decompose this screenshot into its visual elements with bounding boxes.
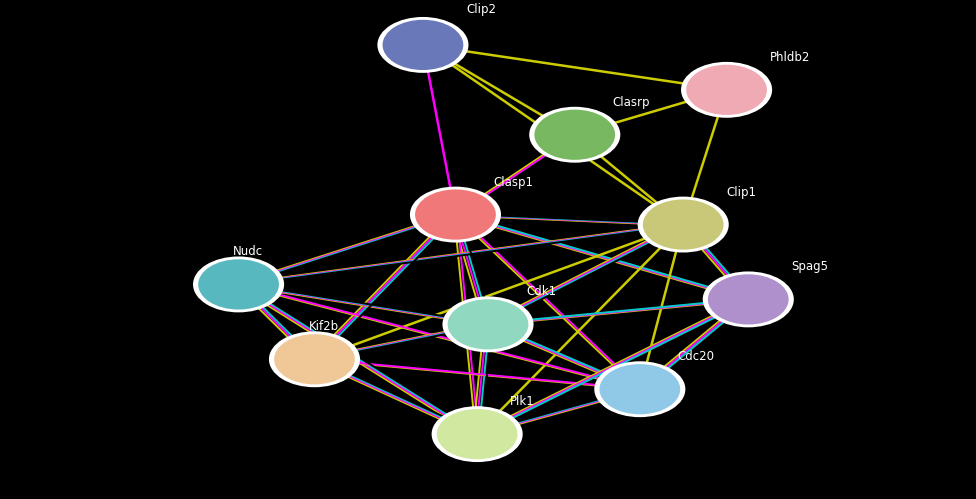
Ellipse shape xyxy=(431,406,523,462)
Text: Cdc20: Cdc20 xyxy=(677,350,714,363)
Ellipse shape xyxy=(269,331,360,387)
Ellipse shape xyxy=(534,109,616,161)
Text: Clasrp: Clasrp xyxy=(613,96,650,109)
Ellipse shape xyxy=(598,363,681,415)
Ellipse shape xyxy=(642,199,724,250)
Text: Phldb2: Phldb2 xyxy=(770,51,810,64)
Ellipse shape xyxy=(685,64,768,116)
Ellipse shape xyxy=(594,361,685,417)
Text: Clip2: Clip2 xyxy=(467,3,497,16)
Ellipse shape xyxy=(193,256,284,312)
Text: Spag5: Spag5 xyxy=(792,260,829,273)
Text: Plk1: Plk1 xyxy=(509,395,535,408)
Ellipse shape xyxy=(703,271,793,327)
Ellipse shape xyxy=(273,333,355,385)
Text: Clasp1: Clasp1 xyxy=(494,176,534,189)
Text: Nudc: Nudc xyxy=(233,246,264,258)
Ellipse shape xyxy=(681,62,772,118)
Ellipse shape xyxy=(414,189,497,241)
Ellipse shape xyxy=(447,298,529,350)
Ellipse shape xyxy=(442,296,534,352)
Text: Clip1: Clip1 xyxy=(726,186,756,199)
Ellipse shape xyxy=(436,408,518,460)
Ellipse shape xyxy=(637,197,729,252)
Ellipse shape xyxy=(529,107,621,163)
Text: Kif2b: Kif2b xyxy=(309,320,340,333)
Ellipse shape xyxy=(382,19,465,71)
Ellipse shape xyxy=(197,258,280,310)
Ellipse shape xyxy=(410,187,501,243)
Ellipse shape xyxy=(378,17,468,73)
Text: Cdk1: Cdk1 xyxy=(526,285,556,298)
Ellipse shape xyxy=(707,273,790,325)
